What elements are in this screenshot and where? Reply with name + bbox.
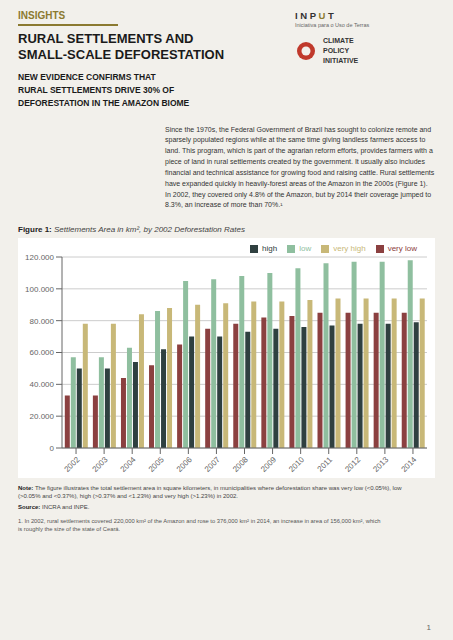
svg-text:2005: 2005: [147, 455, 166, 474]
svg-text:80.000: 80.000: [30, 317, 55, 326]
svg-text:20.000: 20.000: [30, 412, 55, 421]
svg-text:2014: 2014: [399, 455, 418, 474]
html-text:I N P U T: I N P U T: [295, 10, 334, 21]
html-text:Since the 1970s, the Federal G: Since the 1970s, the Federal Government …: [165, 125, 435, 209]
html-text:Source: INCRA and INPE.: Source: INCRA and INPE.: [18, 504, 90, 511]
html-text:Figure 1: Settlements Area in: Figure 1: Settlements Area in km², by 20…: [18, 225, 245, 235]
svg-text:2007: 2007: [203, 455, 222, 474]
html-text:high: high: [262, 244, 278, 254]
html-text:INSIGHTS: INSIGHTS: [18, 10, 66, 21]
html-text:Iniciativa para o Uso de Terra: Iniciativa para o Uso de Terras: [295, 22, 370, 28]
svg-text:2011: 2011: [316, 455, 335, 474]
svg-text:2010: 2010: [287, 455, 306, 474]
html-text:NEW EVIDENCE CONFIRMS THAT RUR: NEW EVIDENCE CONFIRMS THAT RURAL SETTLEM…: [18, 72, 190, 109]
html-text:very low: very low: [387, 244, 417, 254]
svg-text:2004: 2004: [119, 455, 138, 474]
svg-text:2008: 2008: [231, 455, 250, 474]
html-text:1. In 2002, rural settlements: 1. In 2002, rural settlements covered 22…: [18, 518, 381, 533]
html-text:very high: very high: [333, 244, 366, 254]
svg-text:40.000: 40.000: [30, 380, 55, 389]
html-text:Note: The figure illustrates t: Note: The figure illustrates the total s…: [18, 485, 402, 500]
svg-text:0: 0: [50, 444, 55, 453]
html-text:low: low: [299, 244, 312, 254]
svg-text:2009: 2009: [259, 455, 278, 474]
svg-text:2002: 2002: [63, 455, 82, 474]
svg-text:100.000: 100.000: [25, 285, 54, 294]
html-text:1: 1: [426, 623, 431, 632]
svg-text:60.000: 60.000: [30, 349, 55, 358]
svg-text:120.000: 120.000: [25, 253, 54, 262]
svg-text:2012: 2012: [343, 455, 362, 474]
svg-text:2006: 2006: [175, 455, 194, 474]
svg-text:2013: 2013: [371, 455, 390, 474]
html-text:CLIMATE POLICY INITIATIVE: CLIMATE POLICY INITIATIVE: [323, 37, 359, 64]
html-text:RURAL SETTLEMENTS AND SMALL-SC: RURAL SETTLEMENTS AND SMALL-SCALE DEFORE…: [18, 30, 225, 62]
svg-text:2003: 2003: [91, 455, 110, 474]
